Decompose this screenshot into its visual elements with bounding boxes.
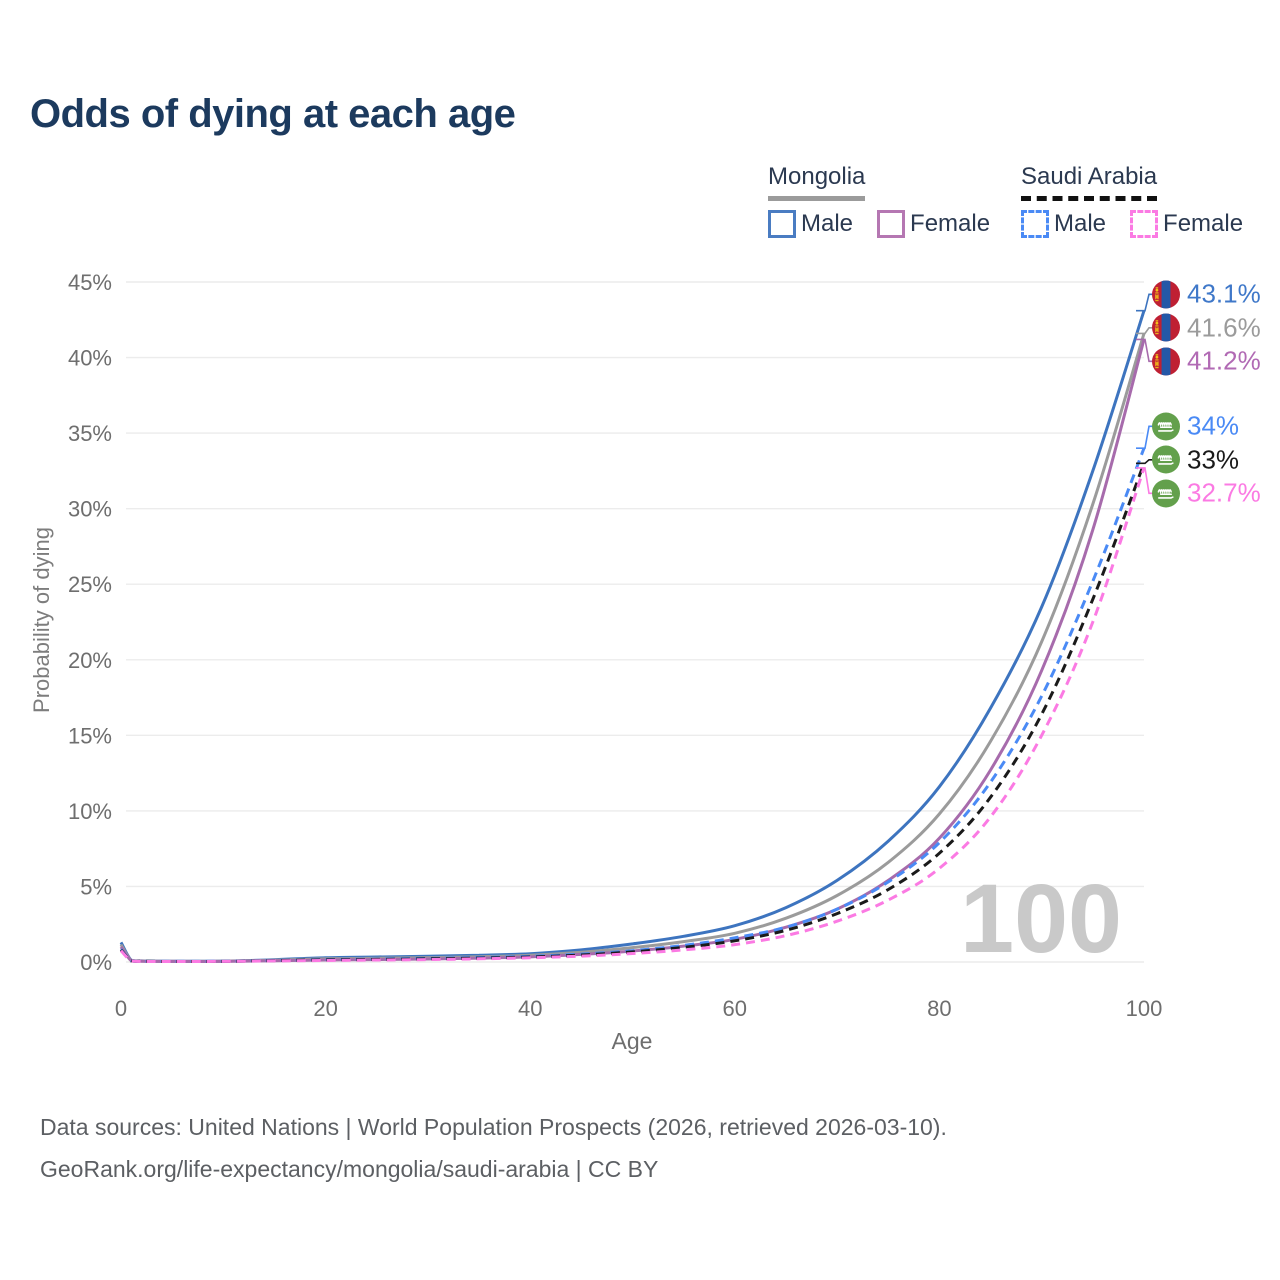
end-label-saudi-arabia-both-sexes: 33% bbox=[1152, 444, 1239, 475]
end-label-mongolia-both-sexes: 41.6% bbox=[1152, 312, 1261, 343]
saudi-arabia-flag-icon bbox=[1152, 412, 1180, 441]
legend-item-mongolia-male: Male bbox=[768, 210, 853, 238]
legend-group-mongolia: Mongolia Male Female bbox=[768, 163, 990, 238]
mongolia-flag-icon bbox=[1152, 313, 1180, 342]
series-line-saudi-arabia-female bbox=[119, 467, 1146, 963]
end-label-connector bbox=[1136, 293, 1153, 312]
svg-text:15%: 15% bbox=[68, 723, 112, 748]
svg-text:35%: 35% bbox=[68, 421, 112, 446]
svg-text:10%: 10% bbox=[68, 799, 112, 824]
svg-text:0%: 0% bbox=[80, 950, 112, 975]
end-label-connector bbox=[1136, 338, 1153, 363]
saudi-arabia-flag-icon bbox=[1152, 479, 1180, 508]
legend-label-saudi-male: Male bbox=[1054, 210, 1107, 237]
svg-text:40%: 40% bbox=[68, 346, 112, 371]
legend-item-saudi-female: Female bbox=[1130, 210, 1243, 238]
legend-group-title-mongolia: Mongolia bbox=[768, 163, 866, 201]
end-label-value: 43.1% bbox=[1187, 278, 1261, 309]
end-label-mongolia-male: 43.1% bbox=[1152, 279, 1261, 310]
mongolia-female-swatch-icon bbox=[877, 210, 906, 238]
mongolia-flag-icon bbox=[1152, 347, 1180, 376]
svg-text:100: 100 bbox=[1126, 996, 1163, 1021]
end-label-value: 32.7% bbox=[1187, 477, 1261, 508]
saudi-arabia-flag-icon bbox=[1152, 445, 1180, 474]
data-source-note: Data sources: United Nations | World Pop… bbox=[40, 1106, 947, 1190]
end-label-connector bbox=[1136, 425, 1153, 449]
svg-text:45%: 45% bbox=[68, 270, 112, 295]
saudi-male-swatch-icon bbox=[1021, 210, 1049, 238]
end-label-connector bbox=[1136, 459, 1153, 465]
end-label-value: 33% bbox=[1187, 444, 1240, 475]
data-source-line: Data sources: United Nations | World Pop… bbox=[40, 1114, 947, 1140]
legend-group-title-saudi-arabia: Saudi Arabia bbox=[1021, 163, 1158, 201]
end-label-connector bbox=[1136, 327, 1153, 335]
attribution-line: GeoRank.org/life-expectancy/mongolia/sau… bbox=[40, 1156, 659, 1182]
legend-label-mongolia-female: Female bbox=[910, 210, 991, 237]
end-label-value: 41.6% bbox=[1187, 312, 1261, 343]
chart-title: Odds of dying at each age bbox=[30, 92, 516, 136]
end-label-connector bbox=[1136, 467, 1153, 495]
svg-text:80: 80 bbox=[927, 996, 951, 1021]
svg-text:100: 100 bbox=[960, 864, 1122, 973]
legend-item-mongolia-female: Female bbox=[877, 210, 990, 238]
mongolia-male-swatch-icon bbox=[768, 210, 796, 238]
svg-text:25%: 25% bbox=[68, 572, 112, 597]
legend-label-saudi-female: Female bbox=[1163, 210, 1244, 237]
legend-label-mongolia-male: Male bbox=[801, 210, 854, 237]
end-label-value: 34% bbox=[1187, 410, 1240, 441]
svg-text:0: 0 bbox=[115, 996, 127, 1021]
end-label-saudi-arabia-male: 34% bbox=[1152, 411, 1239, 442]
end-label-value: 41.2% bbox=[1187, 345, 1261, 376]
svg-text:20%: 20% bbox=[68, 648, 112, 673]
svg-text:40: 40 bbox=[518, 996, 542, 1021]
x-axis-title: Age bbox=[611, 1028, 653, 1054]
end-label-mongolia-female: 41.2% bbox=[1152, 346, 1261, 377]
svg-text:60: 60 bbox=[723, 996, 747, 1021]
svg-text:30%: 30% bbox=[68, 497, 112, 522]
legend-item-saudi-male: Male bbox=[1021, 210, 1106, 238]
svg-text:5%: 5% bbox=[80, 874, 112, 899]
svg-text:20: 20 bbox=[313, 996, 337, 1021]
mongolia-flag-icon bbox=[1152, 280, 1180, 309]
legend-group-saudi-arabia: Saudi Arabia Male Female bbox=[1021, 163, 1243, 238]
saudi-female-swatch-icon bbox=[1130, 210, 1159, 238]
end-label-saudi-arabia-female: 32.7% bbox=[1152, 478, 1261, 509]
